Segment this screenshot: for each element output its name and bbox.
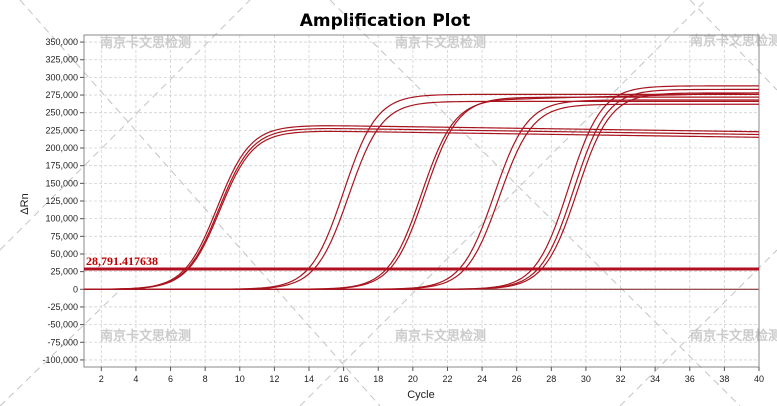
x-tick-label: 16 xyxy=(339,374,349,384)
y-tick-label: 175,000 xyxy=(45,161,78,171)
amplification-curve xyxy=(83,127,760,290)
y-tick-label: -50,000 xyxy=(47,320,78,330)
x-tick-label: 40 xyxy=(754,374,764,384)
x-tick-label: 8 xyxy=(203,374,208,384)
x-tick-label: 30 xyxy=(581,374,591,384)
watermark-text: 南京卡文思检测 xyxy=(690,33,777,49)
threshold-layer: 28,791.417638 xyxy=(84,254,759,271)
watermark-text: 南京卡文思检测 xyxy=(395,35,486,51)
x-tick-label: 38 xyxy=(719,374,729,384)
y-tick-label: 300,000 xyxy=(45,72,78,82)
x-tick-label: 10 xyxy=(235,374,245,384)
amplification-curve xyxy=(84,93,759,290)
x-tick-label: 34 xyxy=(650,374,660,384)
x-tick-label: 28 xyxy=(546,374,556,384)
watermark-text: 南京卡文思检测 xyxy=(395,328,486,344)
amplification-curve xyxy=(84,85,759,290)
y-tick-label: -25,000 xyxy=(47,302,78,312)
x-tick-label: 20 xyxy=(408,374,418,384)
chart-title: Amplification Plot xyxy=(300,11,471,31)
y-tick-label: 350,000 xyxy=(45,37,78,47)
y-tick-label: 100,000 xyxy=(45,214,78,224)
amplification-curve xyxy=(84,92,759,290)
x-tick-label: 32 xyxy=(616,374,626,384)
watermark-text: 南京卡文思检测 xyxy=(100,328,191,344)
x-tick-label: 14 xyxy=(304,374,314,384)
y-tick-label: 25,000 xyxy=(50,267,78,277)
amplification-curves xyxy=(83,85,760,290)
x-axis-title: Cycle xyxy=(407,389,435,401)
y-tick-label: -100,000 xyxy=(42,355,78,365)
grid-layer xyxy=(84,35,760,367)
watermark-diagonal xyxy=(0,0,251,251)
watermark-text: 南京卡文思检测 xyxy=(100,35,191,51)
x-tick-label: 6 xyxy=(168,374,173,384)
watermark-diagonal xyxy=(19,0,381,406)
watermark-diagonal xyxy=(619,249,777,406)
y-tick-label: 225,000 xyxy=(45,125,78,135)
x-tick-label: 36 xyxy=(685,374,695,384)
y-axis-title: ΔRn xyxy=(19,193,31,214)
y-axis-ticks: -100,000 -75,000 -50,000 -25,000 0 25,000 50,0… xyxy=(42,37,84,365)
y-tick-label: -75,000 xyxy=(47,337,78,347)
amplification-curve xyxy=(84,92,760,290)
watermark-diagonal xyxy=(0,289,121,406)
watermark-diagonal xyxy=(689,0,777,91)
y-tick-label: 75,000 xyxy=(50,231,78,241)
x-axis-ticks: 2 4 6 8 10 12 14 16 18 20 22 24 26 28 30 32 34 36 38 40 xyxy=(99,367,764,384)
x-tick-label: 18 xyxy=(373,374,383,384)
x-tick-label: 26 xyxy=(512,374,522,384)
y-tick-label: 150,000 xyxy=(45,178,78,188)
amplification-curve xyxy=(83,130,760,290)
y-tick-label: 275,000 xyxy=(45,90,78,100)
y-tick-label: 125,000 xyxy=(45,196,78,206)
x-tick-label: 24 xyxy=(477,374,487,384)
watermark-diagonal xyxy=(329,0,741,406)
x-tick-label: 12 xyxy=(269,374,279,384)
amplification-curve xyxy=(83,125,760,290)
y-tick-label: 325,000 xyxy=(45,55,78,65)
y-tick-label: 200,000 xyxy=(45,143,78,153)
y-tick-label: 250,000 xyxy=(45,108,78,118)
x-tick-label: 4 xyxy=(133,374,138,384)
amplification-curve xyxy=(84,88,759,290)
x-tick-label: 2 xyxy=(99,374,104,384)
watermark-text: 南京卡文思检测 xyxy=(690,328,777,344)
threshold-label: 28,791.417638 xyxy=(86,254,158,268)
x-tick-label: 22 xyxy=(442,374,452,384)
y-tick-label: 50,000 xyxy=(50,249,78,259)
y-tick-label: 0 xyxy=(73,284,78,294)
watermark-diagonal xyxy=(299,0,707,406)
